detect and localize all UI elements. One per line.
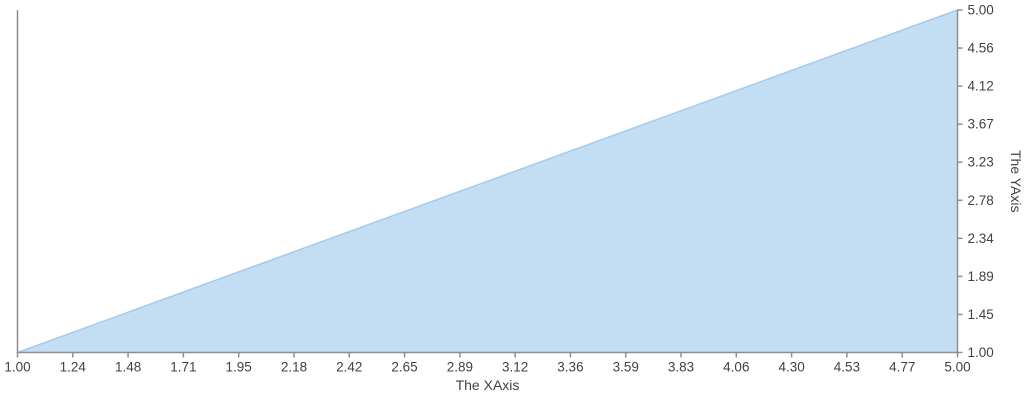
x-tick-label: 1.95 [226,360,252,375]
x-tick-label: 1.71 [170,360,196,375]
x-tick-label: 3.12 [502,360,528,375]
x-tick-label: 2.65 [391,360,417,375]
x-tick-label: 1.24 [60,360,87,375]
y-tick-label: 4.56 [968,41,994,56]
x-tick-label: 2.89 [447,360,473,375]
x-tick-label: 4.06 [723,360,749,375]
y-tick-label: 3.23 [968,155,994,170]
y-axis-ticks: 1.00 1.45 1.89 2.34 2.78 3.23 3.67 4.12 4.56 5.00 [957,3,995,360]
x-tick-label: 2.42 [336,360,362,375]
x-tick-label: 3.36 [557,360,583,375]
y-tick-label: 5.00 [968,3,994,18]
x-axis-title: The XAxis [456,377,520,393]
y-tick-label: 1.45 [968,307,994,322]
area-outline [17,9,958,354]
y-tick-label: 3.67 [968,117,994,132]
x-tick-label: 1.00 [4,360,30,375]
y-tick-label: 4.12 [968,79,994,94]
x-axis-ticks: 1.00 1.24 1.48 1.71 1.95 2.18 2.42 2.65 2.89 3.12… [4,352,971,375]
x-tick-label: 3.59 [613,360,639,375]
x-tick-label: 3.83 [668,360,694,375]
x-tick-label: 2.18 [281,360,307,375]
y-tick-label: 2.78 [968,193,994,208]
y-axis-title: The YAxis [1008,150,1024,213]
x-tick-label: 1.48 [115,360,141,375]
y-tick-label: 2.34 [968,231,995,246]
x-tick-label: 4.77 [889,360,915,375]
y-tick-label: 1.00 [968,345,994,360]
x-tick-label: 5.00 [944,360,970,375]
x-tick-label: 4.53 [834,360,860,375]
x-tick-label: 4.30 [778,360,804,375]
y-tick-label: 1.89 [968,269,994,284]
